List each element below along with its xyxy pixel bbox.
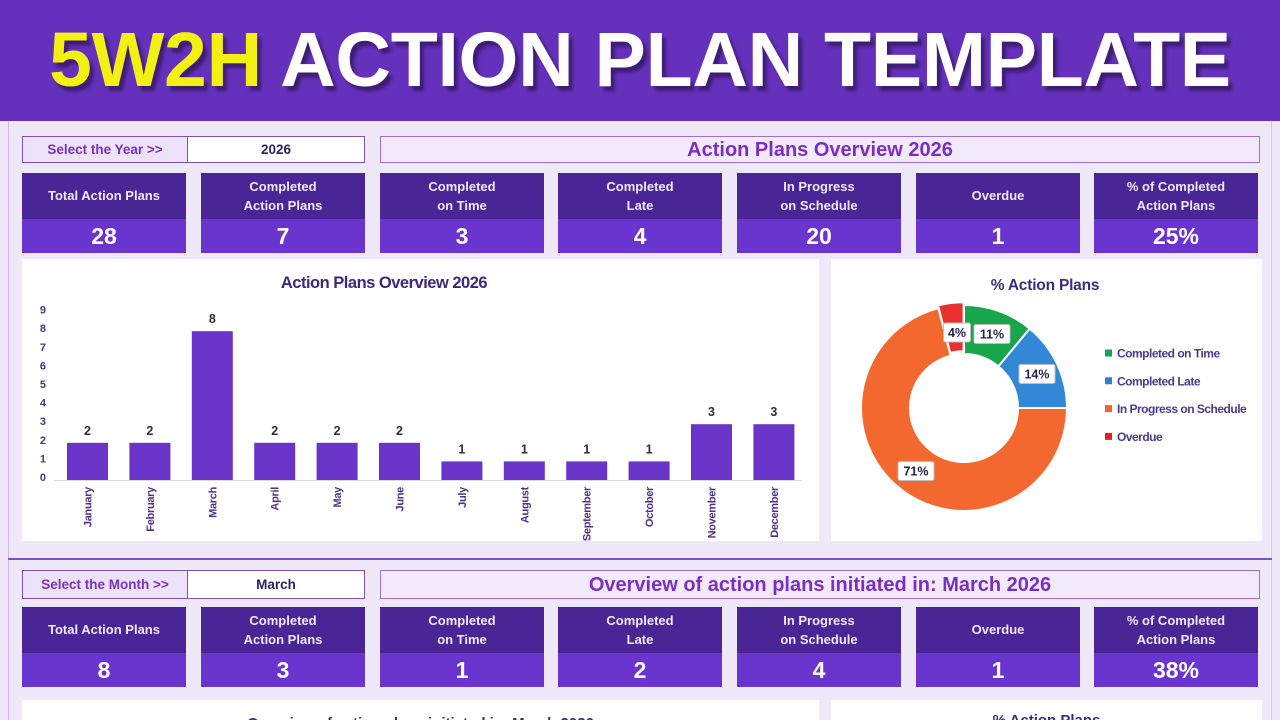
svg-text:Completed on Time: Completed on Time — [1117, 347, 1220, 361]
svg-text:Completed Late: Completed Late — [1117, 374, 1201, 388]
svg-text:July: July — [457, 486, 469, 508]
svg-text:1: 1 — [583, 442, 590, 456]
svg-text:2: 2 — [396, 424, 403, 438]
svg-text:June: June — [395, 487, 407, 512]
svg-text:4%: 4% — [948, 326, 966, 340]
svg-text:0: 0 — [40, 472, 46, 484]
svg-text:1: 1 — [521, 442, 528, 456]
svg-text:2: 2 — [271, 424, 278, 438]
svg-text:11%: 11% — [980, 328, 1004, 342]
svg-text:August: August — [519, 486, 531, 523]
svg-text:3: 3 — [770, 405, 777, 419]
svg-text:5: 5 — [40, 379, 46, 391]
svg-text:3: 3 — [40, 416, 46, 428]
svg-text:Overdue: Overdue — [1117, 430, 1163, 444]
svg-text:April: April — [270, 487, 282, 511]
svg-text:2: 2 — [334, 424, 341, 438]
svg-text:9: 9 — [40, 305, 46, 317]
svg-text:December: December — [769, 486, 781, 538]
svg-text:3: 3 — [708, 405, 715, 419]
svg-text:February: February — [145, 486, 157, 532]
svg-text:2: 2 — [84, 424, 91, 438]
svg-text:January: January — [83, 486, 95, 527]
svg-text:October: October — [644, 486, 656, 527]
svg-text:71%: 71% — [903, 465, 928, 479]
svg-text:March: March — [207, 486, 219, 517]
svg-text:In Progress on Schedule: In Progress on Schedule — [1117, 402, 1247, 416]
svg-text:4: 4 — [40, 398, 47, 410]
svg-text:2: 2 — [40, 435, 46, 447]
svg-text:8: 8 — [209, 312, 216, 326]
svg-text:2: 2 — [146, 424, 153, 438]
svg-text:Action Plans Overview 2026: Action Plans Overview 2026 — [281, 274, 488, 292]
svg-text:1: 1 — [458, 442, 465, 456]
svg-text:November: November — [707, 486, 719, 538]
svg-text:May: May — [332, 486, 344, 508]
svg-text:1: 1 — [646, 442, 653, 456]
svg-text:6: 6 — [40, 360, 46, 372]
svg-text:% Action Plans: % Action Plans — [991, 277, 1100, 294]
svg-text:7: 7 — [40, 342, 46, 354]
svg-text:1: 1 — [40, 453, 46, 465]
svg-text:14%: 14% — [1024, 368, 1049, 382]
svg-text:8: 8 — [40, 323, 46, 335]
svg-text:September: September — [582, 486, 594, 541]
